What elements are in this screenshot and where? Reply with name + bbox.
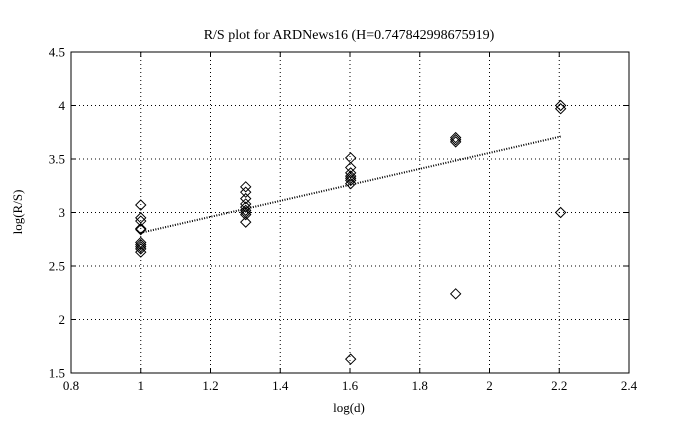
data-point-diamond (240, 216, 252, 228)
x-tick-label: 2.4 (621, 378, 638, 393)
x-tick-label: 2.2 (551, 378, 567, 393)
y-tick-label: 2 (59, 312, 66, 327)
data-point-diamond (240, 208, 252, 221)
data-point-diamond (344, 172, 357, 184)
data-point-diamond (240, 181, 252, 193)
data-point-diamond (240, 201, 252, 213)
data-point-diamond (240, 186, 252, 198)
data-point-diamond (554, 103, 567, 115)
data-layer (135, 99, 567, 365)
y-tick-label: 2.5 (49, 259, 65, 274)
x-tick-label: 1.8 (412, 378, 428, 393)
data-point-diamond (135, 243, 147, 255)
data-point-diamond (344, 174, 357, 187)
data-point-diamond (135, 199, 147, 211)
data-point-diamond (135, 212, 147, 224)
y-axis-label: log(R/S) (10, 190, 25, 235)
y-tick-label: 3.5 (49, 152, 65, 167)
ticks-layer: 0.8 1 1.2 1.4 1.6 1.8 2 2.2 2.4 1.5 2 2.5 3 3.5 4 4.5 (49, 45, 638, 394)
data-point-diamond (449, 134, 462, 146)
data-point-diamond (554, 206, 567, 219)
data-point-diamond (135, 215, 147, 227)
data-point-diamond (344, 353, 357, 365)
y-tick-label: 4.5 (49, 45, 65, 60)
data-point-diamond (449, 136, 462, 148)
x-tick-label: 1.4 (272, 378, 289, 393)
data-point-diamond (344, 177, 357, 190)
data-point-diamond (135, 223, 147, 236)
data-point-diamond (240, 192, 252, 205)
data-point-diamond (554, 99, 567, 112)
data-point-diamond (135, 222, 147, 235)
x-tick-label: 2 (486, 378, 493, 393)
grid-layer (71, 52, 629, 373)
x-tick-label: 1.2 (202, 378, 218, 393)
y-tick-label: 1.5 (49, 366, 65, 381)
data-point-diamond (449, 288, 462, 300)
data-point-diamond (135, 238, 147, 251)
x-tick-label: 1 (138, 378, 145, 393)
data-point-diamond (344, 152, 357, 164)
data-point-diamond (135, 241, 147, 253)
y-tick-label: 3 (59, 205, 66, 220)
data-point-diamond (240, 204, 252, 217)
x-tick-label: 0.8 (63, 378, 79, 393)
fit-line (140, 135, 561, 234)
data-point-diamond (135, 246, 147, 258)
data-point-diamond (449, 131, 462, 144)
x-axis-label: log(d) (333, 400, 365, 415)
chart-title: R/S plot for ARDNews16 (H=0.747842998675… (204, 28, 495, 43)
data-point-diamond (344, 170, 357, 182)
x-tick-label: 1.6 (342, 378, 359, 393)
y-tick-label: 4 (59, 98, 66, 113)
